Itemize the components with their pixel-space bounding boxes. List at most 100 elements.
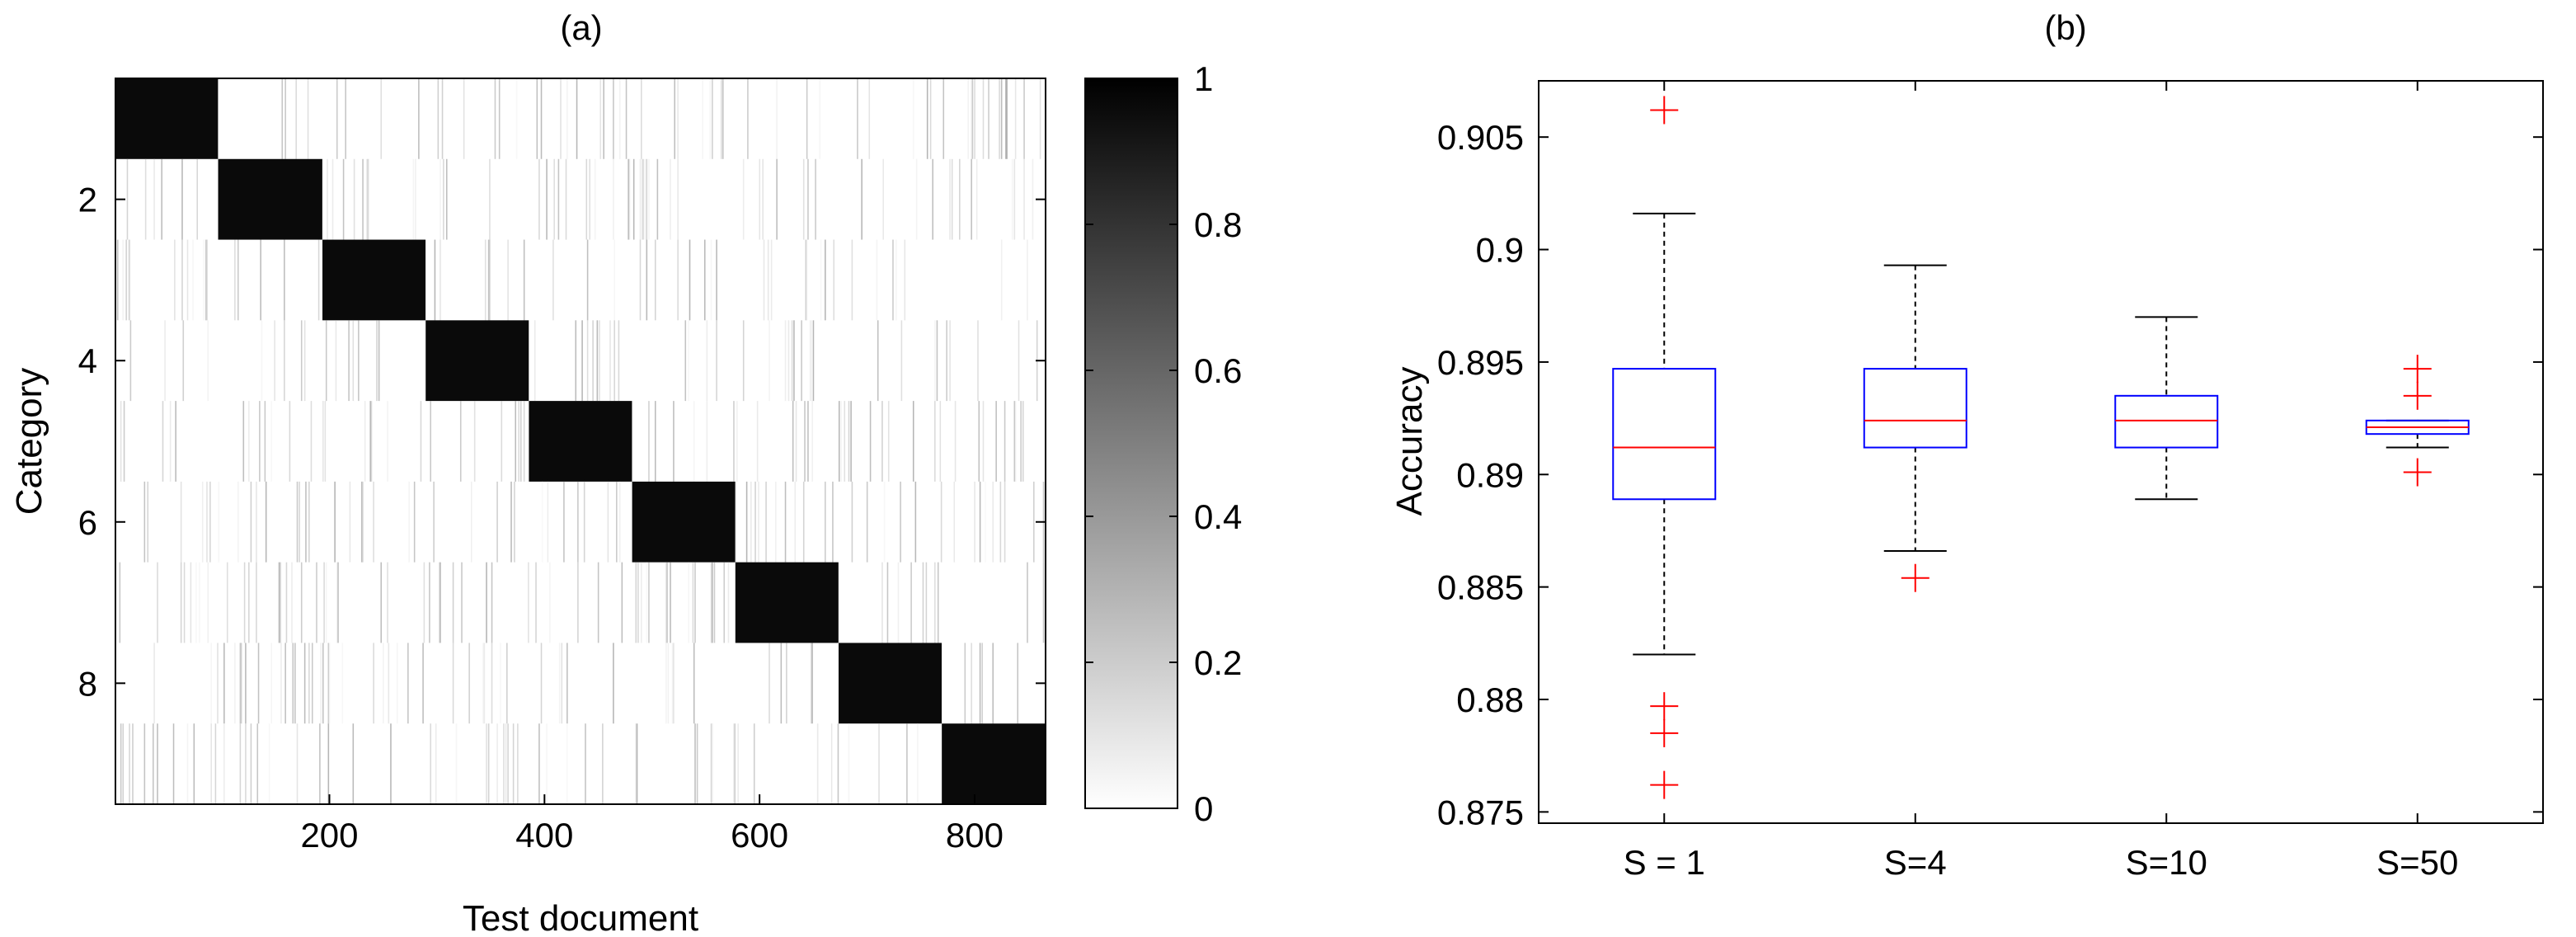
heatmap-noise: [802, 158, 805, 240]
box-body: [1863, 368, 1967, 449]
heatmap-noise: [307, 78, 309, 159]
heatmap-noise: [164, 320, 166, 402]
heatmap-noise: [242, 401, 245, 482]
heatmap-noise: [759, 158, 761, 240]
heatmap-noise: [445, 158, 448, 240]
heatmap-noise: [334, 481, 336, 563]
heatmap-noise: [430, 723, 431, 804]
heatmap-noise: [147, 481, 149, 563]
boxplot-ytick-label: 0.875: [1437, 793, 1524, 831]
heatmap-noise: [440, 562, 441, 643]
heatmap-noise: [954, 401, 957, 482]
boxplot-xtick-label: S=10: [2126, 843, 2207, 882]
heatmap-noise: [787, 320, 790, 402]
heatmap-noise: [214, 723, 217, 804]
heatmap-noise: [175, 401, 176, 482]
heatmap-noise: [850, 401, 852, 482]
colorbar-tick-label: 0.4: [1194, 497, 1242, 536]
heatmap-noise: [736, 401, 738, 482]
heatmap-xlabel: Test document: [463, 898, 698, 937]
heatmap-noise: [1014, 78, 1017, 159]
heatmap-noise: [279, 562, 281, 643]
heatmap-noise: [278, 562, 280, 643]
heatmap-noise: [964, 643, 966, 724]
heatmap-noise: [971, 643, 972, 724]
heatmap-noise: [775, 481, 777, 563]
heatmap-noise: [811, 643, 812, 724]
heatmap-noise: [1027, 562, 1028, 643]
panel-a-label: (a): [560, 8, 602, 47]
heatmap-noise: [665, 562, 667, 643]
boxplot-frame: [1538, 80, 2544, 824]
heatmap-noise: [125, 239, 127, 321]
heatmap-noise: [851, 239, 853, 321]
heatmap-noise: [628, 158, 629, 240]
heatmap-noise: [861, 158, 863, 240]
boxplot-ytick-label: 0.895: [1437, 343, 1524, 382]
heatmap-noise: [792, 401, 794, 482]
heatmap-noise: [762, 158, 764, 240]
heatmap-noise: [303, 643, 306, 724]
heatmap-noise: [507, 723, 509, 804]
heatmap-noise: [180, 481, 182, 563]
heatmap-noise: [122, 723, 125, 804]
heatmap-noise: [721, 78, 723, 159]
heatmap-noise: [364, 401, 366, 482]
heatmap-noise: [820, 239, 822, 321]
heatmap-noise: [207, 562, 209, 643]
heatmap-noise: [250, 481, 252, 563]
heatmap-noise: [613, 158, 614, 240]
panel-b-label: (b): [2044, 8, 2086, 47]
heatmap-noise: [366, 158, 369, 240]
heatmap-noise: [832, 481, 834, 563]
heatmap-noise: [415, 158, 416, 240]
heatmap-noise: [483, 643, 486, 724]
heatmap-noise: [463, 78, 465, 159]
heatmap-noise: [298, 481, 300, 563]
heatmap-block-5: [529, 401, 632, 482]
heatmap-noise: [586, 239, 589, 321]
heatmap-noise: [468, 643, 470, 724]
heatmap-noise: [169, 401, 172, 482]
heatmap-noise: [677, 158, 679, 240]
heatmap-noise: [503, 723, 505, 804]
heatmap-noise: [210, 723, 212, 804]
heatmap-noise: [906, 723, 908, 804]
heatmap-noise: [348, 320, 350, 402]
box-2: [1863, 264, 1967, 592]
heatmap-noise: [565, 158, 567, 240]
heatmap-noise: [716, 239, 717, 321]
heatmap-noise: [207, 320, 209, 402]
heatmap-noise: [710, 723, 712, 804]
heatmap-noise: [979, 481, 981, 563]
boxplot-xtick-label: S=4: [1884, 843, 1947, 882]
heatmap-noise: [886, 562, 889, 643]
heatmap-noise: [337, 562, 339, 643]
heatmap-noise: [496, 723, 498, 804]
heatmap-noise: [217, 643, 219, 724]
heatmap-noise: [693, 401, 695, 482]
heatmap-noise: [1023, 78, 1025, 159]
heatmap-noise: [126, 158, 129, 240]
heatmap-noise: [183, 562, 186, 643]
heatmap-noise: [496, 481, 498, 563]
heatmap-noise: [505, 723, 507, 804]
heatmap-noise: [1042, 562, 1045, 643]
heatmap-noise: [1027, 239, 1028, 321]
heatmap-noise: [917, 723, 919, 804]
heatmap-noise: [753, 723, 755, 804]
heatmap-noise: [709, 78, 712, 159]
heatmap-noise: [786, 643, 787, 724]
heatmap-noise: [754, 481, 756, 563]
heatmap-noise: [742, 320, 745, 402]
heatmap-noise: [316, 562, 317, 643]
heatmap-noise: [671, 643, 674, 724]
heatmap-noise: [420, 401, 422, 482]
heatmap-noise: [407, 643, 409, 724]
heatmap-noise: [974, 78, 975, 159]
heatmap-noise: [733, 401, 735, 482]
heatmap-noise: [452, 562, 454, 643]
heatmap-noise: [811, 401, 813, 482]
heatmap-noise: [915, 158, 918, 240]
heatmap-xtick-label: 400: [515, 816, 573, 855]
